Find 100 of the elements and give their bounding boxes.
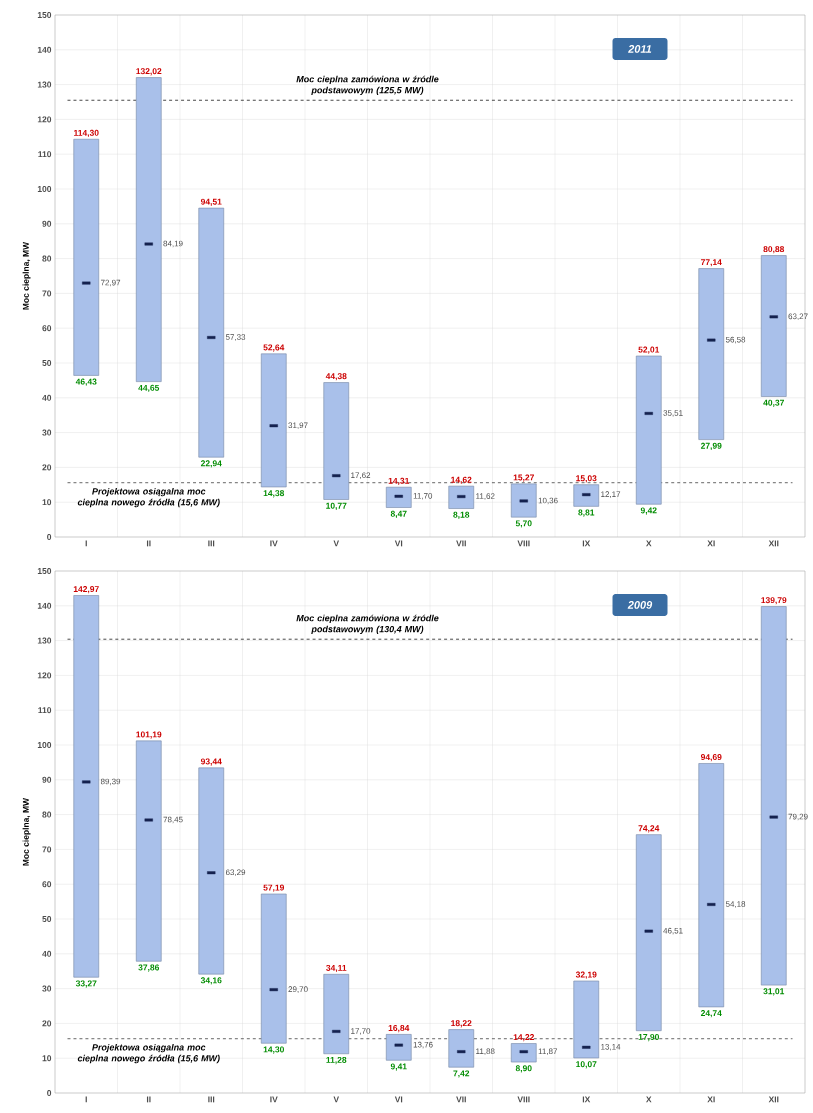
data-label: 101,19 — [136, 731, 162, 739]
annotation: 9,42 — [640, 507, 657, 515]
y-tick-label: 40 — [42, 950, 52, 957]
bar — [385, 486, 412, 508]
data-label: 77,14 — [701, 259, 722, 267]
data-label: 80,88 — [763, 246, 785, 254]
y-tick-label: 80 — [42, 255, 52, 262]
data-label: 15,03 — [576, 475, 597, 483]
y-tick-label: 80 — [42, 811, 52, 818]
x-tick-label: VI — [394, 1096, 403, 1103]
data-label: 93,44 — [200, 758, 222, 766]
x-tick-label: IV — [270, 540, 278, 547]
x-tick-label: VII — [456, 1096, 466, 1103]
annotation: 44,65 — [138, 384, 160, 393]
ref-line-label: Projektowa osiągalna moc cieplna nowego źródła (15,6 MW) — [77, 487, 220, 508]
bar — [635, 834, 662, 1032]
data-label: 15,27 — [513, 474, 534, 482]
x-tick-label: II — [146, 540, 151, 547]
data-label: 44,38 — [325, 373, 347, 381]
bar — [260, 353, 287, 488]
y-tick-label: 10 — [42, 1055, 52, 1062]
y-tick-label: 150 — [37, 12, 52, 18]
data-label: 14,22 — [513, 1034, 535, 1042]
annotation: 11,28 — [326, 1056, 347, 1065]
y-tick-label: 10 — [42, 499, 52, 506]
bar — [573, 484, 600, 507]
data-label: 132,02 — [136, 68, 162, 76]
bar — [698, 268, 725, 440]
x-tick-label: VI — [394, 540, 403, 547]
x-tick-label: I — [85, 540, 87, 547]
bar — [635, 355, 662, 505]
annotation: 22,94 — [200, 460, 222, 468]
y-axis-title: Moc cieplna, MW — [22, 241, 31, 310]
annotation: 40,37 — [763, 399, 784, 407]
annotation: 27,99 — [700, 442, 722, 451]
y-tick-label: 150 — [37, 568, 52, 574]
y-tick-label: 60 — [42, 325, 52, 332]
y-tick-label: 20 — [42, 1020, 52, 1027]
data-label: 14,62 — [451, 476, 472, 484]
annotation: 8,47 — [390, 510, 407, 518]
data-label: 52,64 — [263, 344, 285, 352]
bar — [198, 207, 225, 458]
x-tick-label: VIII — [517, 1096, 530, 1103]
annotation: 5,70 — [515, 520, 532, 528]
bar — [760, 606, 787, 986]
x-tick-label: V — [333, 540, 340, 547]
annotation: 33,27 — [75, 980, 97, 988]
y-tick-label: 70 — [42, 846, 52, 853]
x-tick-label: II — [146, 1096, 151, 1103]
annotation: 8,18 — [453, 511, 470, 519]
y-tick-label: 100 — [37, 186, 52, 192]
bar — [135, 77, 162, 382]
annotation: 8,81 — [578, 509, 595, 517]
data-label: 16,84 — [388, 1025, 410, 1033]
bar — [385, 1034, 412, 1061]
x-tick-label: III — [208, 1096, 215, 1103]
annotation: 37,86 — [138, 964, 160, 972]
y-tick-label: 0 — [47, 534, 52, 540]
x-tick-label: I — [85, 1096, 87, 1103]
annotation: 34,16 — [200, 977, 222, 985]
y-tick-label: 90 — [42, 220, 52, 227]
bar — [323, 974, 350, 1055]
y-tick-label: 110 — [38, 707, 52, 714]
x-tick-label: IX — [582, 540, 591, 547]
y-tick-label: 130 — [37, 637, 52, 644]
bar — [510, 483, 537, 518]
ref-line-label: Moc cieplna zamówiona w źródle podstawowym (130,4 MW) — [296, 614, 439, 635]
bar — [448, 1029, 475, 1068]
y-tick-label: 140 — [37, 46, 52, 53]
annotation: 46,43 — [75, 378, 97, 386]
annotation: 10,77 — [326, 502, 347, 510]
x-tick-label: VIII — [517, 540, 530, 547]
y-tick-label: 20 — [42, 464, 52, 471]
y-tick-label: 140 — [37, 602, 52, 609]
x-tick-label: X — [646, 1096, 652, 1103]
x-tick-label: IV — [270, 1096, 278, 1103]
annotation: 10,07 — [576, 1061, 597, 1069]
bar — [73, 138, 100, 376]
x-tick-label: XII — [768, 1096, 779, 1103]
x-tick-label: III — [208, 540, 215, 547]
y-tick-label: 60 — [42, 881, 52, 888]
data-label: 94,51 — [200, 198, 222, 206]
y-axis-title: Moc cieplna, MW — [22, 797, 31, 866]
annotation: 7,42 — [453, 1070, 470, 1078]
y-tick-label: 130 — [37, 81, 52, 88]
bar — [73, 595, 100, 978]
y-tick-label: 100 — [37, 742, 52, 748]
bar — [760, 255, 787, 397]
x-tick-label: VII — [456, 540, 466, 547]
data-label: 114,30 — [74, 129, 99, 138]
x-tick-label: IX — [582, 1096, 591, 1103]
y-tick-label: 30 — [42, 429, 52, 436]
data-label: 52,01 — [638, 346, 660, 354]
x-tick-label: X — [646, 540, 652, 547]
annotation: 9,41 — [390, 1063, 407, 1071]
annotation: 14,30 — [263, 1046, 284, 1054]
data-label: 142,97 — [73, 586, 99, 594]
y-tick-label: 110 — [38, 151, 52, 158]
y-tick-label: 70 — [42, 290, 52, 297]
x-tick-label: XI — [707, 540, 715, 547]
